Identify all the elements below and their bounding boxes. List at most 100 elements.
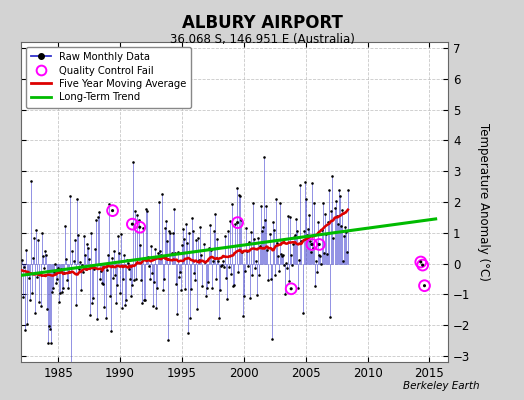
Point	[21, 326, 29, 333]
Point	[233, 220, 242, 226]
Point	[61, 223, 70, 229]
Point	[97, 268, 105, 274]
Point	[123, 257, 132, 264]
Point	[300, 178, 309, 185]
Point	[145, 263, 153, 269]
Point	[64, 285, 72, 291]
Point	[112, 300, 120, 306]
Point	[37, 230, 46, 237]
Point	[195, 257, 203, 264]
Point	[302, 231, 311, 238]
Point	[52, 280, 60, 286]
Point	[296, 182, 304, 188]
Point	[209, 258, 217, 265]
Point	[148, 270, 156, 276]
Point	[147, 243, 155, 250]
Point	[158, 190, 167, 197]
Point	[70, 237, 79, 243]
Point	[93, 316, 102, 323]
Point	[62, 256, 71, 262]
Point	[82, 266, 90, 272]
Point	[206, 247, 215, 254]
Point	[267, 335, 276, 342]
Point	[301, 196, 310, 202]
Point	[419, 262, 427, 268]
Point	[150, 279, 158, 285]
Point	[94, 214, 103, 220]
Point	[55, 299, 63, 306]
Point	[136, 224, 144, 230]
Point	[259, 224, 268, 230]
Point	[46, 326, 54, 332]
Point	[258, 228, 267, 235]
Point	[339, 258, 347, 264]
Point	[268, 219, 277, 225]
Point	[74, 266, 83, 272]
Point	[108, 208, 117, 214]
Point	[314, 218, 322, 225]
Point	[89, 295, 97, 301]
Point	[118, 305, 126, 312]
Point	[322, 231, 331, 238]
Point	[216, 287, 224, 293]
Point	[333, 221, 342, 227]
Point	[245, 238, 253, 245]
Point	[162, 218, 170, 224]
Point	[327, 207, 335, 214]
Point	[201, 293, 210, 299]
Point	[25, 275, 34, 281]
Point	[40, 248, 49, 255]
Point	[281, 291, 289, 297]
Point	[116, 290, 124, 296]
Point	[49, 285, 57, 291]
Point	[337, 207, 346, 213]
Point	[83, 241, 91, 248]
Point	[218, 262, 226, 268]
Point	[318, 226, 326, 233]
Point	[310, 200, 318, 206]
Point	[179, 226, 187, 233]
Point	[213, 236, 221, 243]
Point	[54, 265, 62, 271]
Point	[311, 283, 319, 289]
Point	[136, 276, 145, 283]
Point	[187, 286, 195, 292]
Point	[242, 225, 250, 232]
Point	[128, 221, 137, 227]
Point	[113, 281, 121, 288]
Point	[417, 259, 425, 265]
Point	[115, 250, 123, 256]
Point	[253, 292, 261, 298]
Point	[121, 302, 129, 308]
Point	[45, 323, 53, 329]
Point	[59, 285, 68, 291]
Point	[210, 228, 218, 234]
Point	[117, 230, 125, 237]
Point	[136, 224, 144, 230]
Point	[81, 252, 89, 258]
Point	[287, 286, 296, 292]
Point	[26, 297, 35, 303]
Point	[269, 227, 278, 233]
Point	[107, 255, 116, 262]
Point	[217, 263, 225, 270]
Point	[226, 218, 235, 224]
Point	[119, 276, 127, 282]
Point	[68, 248, 77, 254]
Point	[72, 196, 81, 203]
Point	[138, 224, 147, 231]
Point	[84, 245, 92, 252]
Point	[168, 230, 177, 236]
Point	[161, 225, 170, 232]
Point	[297, 238, 305, 244]
Point	[228, 201, 236, 207]
Point	[260, 154, 269, 160]
Point	[243, 248, 251, 254]
Point	[182, 221, 190, 227]
Point	[33, 274, 41, 280]
Point	[137, 300, 146, 306]
Point	[169, 206, 178, 212]
Point	[122, 296, 130, 303]
Point	[124, 260, 133, 266]
Point	[129, 158, 137, 165]
